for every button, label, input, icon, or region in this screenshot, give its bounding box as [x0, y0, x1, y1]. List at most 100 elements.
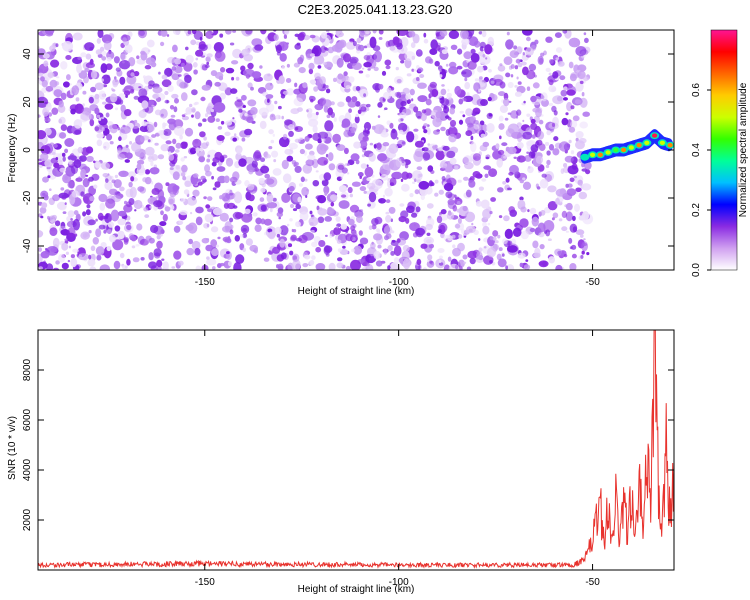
noise-speckle — [144, 169, 151, 175]
noise-speckle — [507, 81, 514, 89]
noise-speckle — [302, 263, 309, 268]
colorbar-tick-label: 0.4 — [691, 143, 702, 157]
noise-speckle — [138, 109, 147, 119]
noise-speckle — [360, 163, 368, 169]
noise-speckle — [229, 217, 234, 223]
noise-speckle — [363, 45, 368, 49]
noise-speckle — [96, 38, 101, 44]
noise-speckle — [462, 205, 468, 212]
noise-speckle — [557, 61, 565, 67]
noise-speckle — [38, 130, 47, 140]
noise-speckle — [260, 157, 266, 162]
noise-speckle — [548, 85, 557, 93]
noise-speckle — [520, 230, 529, 240]
noise-speckle — [52, 194, 60, 202]
noise-speckle — [172, 171, 180, 181]
noise-speckle — [101, 74, 111, 85]
noise-speckle — [78, 254, 83, 259]
noise-speckle — [68, 245, 71, 249]
noise-speckle — [159, 221, 167, 227]
noise-speckle — [178, 260, 184, 266]
noise-speckle — [206, 158, 211, 163]
noise-speckle — [278, 105, 282, 110]
noise-speckle — [392, 36, 400, 45]
noise-speckle — [232, 205, 238, 209]
noise-speckle — [204, 213, 214, 223]
noise-speckle — [400, 118, 404, 122]
noise-speckle — [475, 111, 480, 115]
noise-speckle — [429, 81, 437, 88]
noise-speckle — [548, 72, 552, 76]
noise-speckle — [165, 140, 172, 145]
noise-speckle — [305, 143, 313, 150]
noise-speckle — [200, 96, 206, 102]
noise-speckle — [312, 125, 318, 133]
noise-speckle — [192, 173, 199, 178]
noise-speckle — [461, 69, 473, 78]
noise-speckle — [134, 209, 137, 212]
noise-speckle — [79, 155, 87, 162]
noise-speckle — [453, 194, 457, 198]
noise-speckle — [350, 259, 361, 270]
noise-speckle — [194, 101, 199, 105]
noise-speckle — [229, 192, 234, 196]
signal-point — [628, 145, 634, 150]
noise-speckle — [538, 232, 545, 238]
noise-speckle — [156, 240, 163, 249]
noise-speckle — [356, 215, 363, 223]
spectrogram-signal-track — [580, 129, 674, 164]
noise-speckle — [247, 82, 253, 89]
noise-speckle — [580, 234, 584, 238]
noise-speckle — [448, 30, 460, 39]
noise-speckle — [348, 218, 355, 226]
noise-speckle — [566, 89, 576, 96]
noise-speckle — [400, 178, 404, 182]
noise-speckle — [441, 84, 445, 87]
noise-speckle — [487, 247, 496, 258]
noise-speckle — [336, 262, 344, 269]
noise-speckle — [472, 153, 481, 161]
noise-speckle — [87, 258, 96, 267]
noise-speckle — [162, 213, 168, 222]
noise-speckle — [575, 46, 587, 57]
noise-speckle — [435, 44, 441, 51]
noise-speckle — [40, 152, 49, 161]
noise-speckle — [47, 175, 51, 179]
noise-speckle — [552, 148, 560, 156]
signal-point — [652, 133, 658, 138]
noise-speckle — [215, 244, 219, 248]
noise-speckle — [295, 127, 299, 131]
noise-speckle — [112, 78, 119, 86]
noise-speckle — [62, 211, 67, 215]
noise-speckle — [298, 67, 306, 74]
noise-speckle — [247, 99, 257, 107]
noise-speckle — [147, 49, 151, 52]
noise-speckle — [335, 30, 343, 34]
noise-speckle — [317, 131, 329, 139]
noise-speckle — [317, 216, 325, 224]
noise-speckle — [530, 144, 539, 153]
noise-speckle — [520, 206, 527, 213]
noise-speckle — [330, 201, 335, 207]
noise-speckle — [298, 234, 308, 244]
noise-speckle — [423, 32, 427, 38]
noise-speckle — [545, 164, 550, 169]
colorbar-ticks: 0.0 0.2 0.4 0.6 — [691, 83, 711, 277]
noise-speckle — [185, 107, 192, 115]
y-tick-label: 0 — [22, 147, 33, 153]
noise-speckle — [137, 186, 145, 192]
noise-speckle — [222, 154, 228, 159]
noise-speckle — [98, 224, 106, 230]
noise-speckle — [328, 262, 336, 270]
noise-speckle — [283, 142, 288, 147]
noise-speckle — [193, 30, 203, 40]
noise-speckle — [323, 136, 332, 144]
noise-speckle — [357, 109, 362, 115]
noise-speckle — [399, 203, 405, 207]
noise-speckle — [462, 157, 469, 164]
noise-speckle — [545, 36, 553, 43]
noise-speckle — [324, 216, 333, 222]
noise-speckle — [480, 199, 490, 209]
noise-speckle — [210, 108, 214, 113]
noise-speckle — [102, 141, 110, 151]
